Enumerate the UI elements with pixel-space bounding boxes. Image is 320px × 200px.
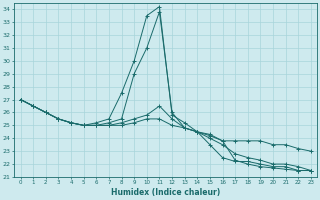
X-axis label: Humidex (Indice chaleur): Humidex (Indice chaleur)	[111, 188, 220, 197]
